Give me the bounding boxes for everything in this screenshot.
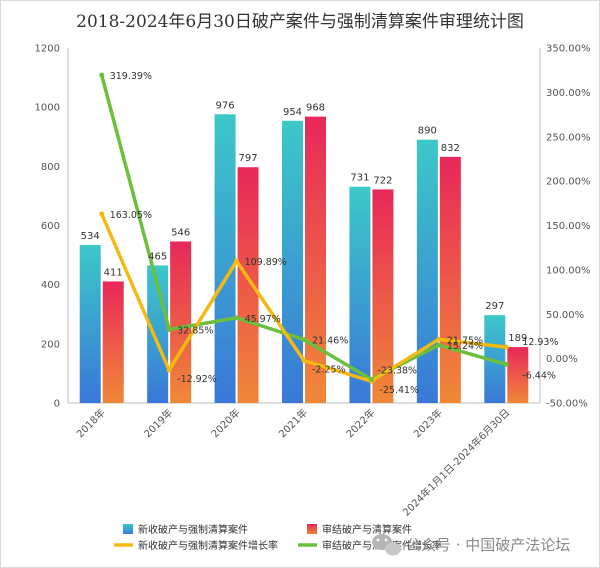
bar-new-cases: [79, 245, 101, 403]
y-left-tick-label: 1200: [35, 44, 60, 55]
bar-value-label: 968: [306, 103, 325, 114]
bar-new-cases: [416, 139, 438, 404]
line-point-label: 109.89%: [245, 257, 287, 268]
bar-closed-cases: [237, 167, 259, 403]
bar-closed-cases: [439, 156, 461, 403]
point-closed-cases-growth: [166, 326, 172, 332]
legend-label: 新收破产与强制清算案件: [138, 523, 248, 536]
legend-swatch: [307, 524, 317, 534]
watermark-text: 公众号 · 中国破产法论坛: [406, 536, 570, 554]
point-closed-cases-growth: [301, 337, 307, 343]
line-point-label: 15.24%: [447, 341, 483, 352]
legend-label: 审结破产与清算案件: [322, 523, 412, 536]
line-point-label: 319.39%: [110, 71, 152, 82]
bar-closed-cases: [102, 281, 124, 403]
bar-value-label: 832: [441, 143, 460, 154]
y-right-tick-label: 200.00%: [546, 177, 591, 188]
chart-title: 2018-2024年6月30日破产案件与强制清算案件审理统计图: [76, 12, 524, 32]
bar-value-label: 890: [418, 126, 437, 137]
y-left-tick-label: 0: [54, 399, 60, 410]
line-point-label: -2.25%: [312, 365, 346, 376]
bar-value-label: 954: [283, 107, 302, 118]
bar-value-label: 411: [104, 267, 123, 278]
y-left-tick-label: 200: [41, 339, 60, 350]
bar-closed-cases: [372, 189, 394, 403]
line-point-label: 21.75%: [447, 335, 483, 346]
bars: [79, 114, 529, 404]
point-closed-cases-growth: [368, 376, 374, 382]
legend-swatch: [123, 524, 133, 534]
point-new-cases-growth: [166, 367, 172, 373]
bar-closed-cases: [507, 347, 529, 403]
bar-value-label: 797: [239, 153, 258, 164]
bar-value-label: 189: [508, 333, 527, 344]
y-right-tick-label: 50.00%: [546, 310, 584, 321]
line-point-label: -12.92%: [177, 374, 217, 385]
bar-value-label: 534: [81, 231, 100, 242]
bar-value-label: 722: [373, 175, 392, 186]
point-closed-cases-growth: [234, 315, 240, 321]
bar-new-cases: [484, 315, 506, 403]
bar-closed-cases: [305, 116, 326, 403]
y-right-tick-label: 250.00%: [546, 132, 591, 143]
point-new-cases-growth: [234, 258, 240, 264]
line-point-label: 12.93%: [522, 337, 558, 348]
line-point-label: 45.97%: [245, 314, 281, 325]
line-point-label: 21.46%: [312, 336, 348, 347]
point-new-cases-growth: [301, 358, 307, 364]
line-point-label: 32.85%: [177, 325, 213, 336]
legend-label: 新收破产与强制清算案件增长率: [138, 539, 278, 552]
y-left-tick-label: 1000: [35, 103, 60, 114]
point-new-cases-growth: [99, 211, 105, 217]
bar-value-label: 546: [171, 227, 190, 238]
line-point-label: 163.05%: [110, 210, 152, 221]
y-left-tick-label: 800: [41, 162, 60, 173]
line-point-label: -6.44%: [522, 370, 556, 381]
line-point-label: -25.41%: [379, 385, 419, 396]
y-left-tick-label: 600: [41, 221, 60, 232]
bar-value-label: 731: [350, 173, 369, 184]
y-right-tick-label: 150.00%: [546, 221, 591, 232]
point-closed-cases-growth: [99, 72, 105, 78]
bar-value-label: 297: [485, 301, 504, 312]
point-closed-cases-growth: [436, 342, 442, 348]
y-left-tick-label: 400: [41, 280, 60, 291]
point-closed-cases-growth: [503, 361, 509, 367]
bar-value-label: 976: [216, 100, 235, 111]
bar-new-cases: [214, 114, 236, 404]
wechat-icon: [372, 534, 401, 556]
y-right-tick-label: 100.00%: [546, 265, 591, 276]
point-new-cases-growth: [503, 344, 509, 350]
y-right-tick-label: -50.00%: [546, 399, 588, 410]
y-right-tick-label: 0.00%: [546, 354, 578, 365]
point-new-cases-growth: [436, 336, 442, 342]
bar-new-cases: [349, 186, 371, 403]
data-labels: 534 465 976 954 731 890 297 411 546 797 968 722 832 1…: [81, 71, 559, 396]
legend: 新收破产与强制清算案件审结破产与清算案件新收破产与强制清算案件增长率审结破产与清…: [114, 523, 442, 552]
line-point-label: -23.38%: [377, 365, 417, 376]
y-right-tick-label: 350.00%: [546, 44, 591, 55]
bar-value-label: 465: [148, 251, 167, 262]
y-right-tick-label: 300.00%: [546, 88, 591, 99]
lines: [99, 72, 509, 384]
watermark: 公众号 · 中国破产法论坛: [372, 534, 570, 556]
